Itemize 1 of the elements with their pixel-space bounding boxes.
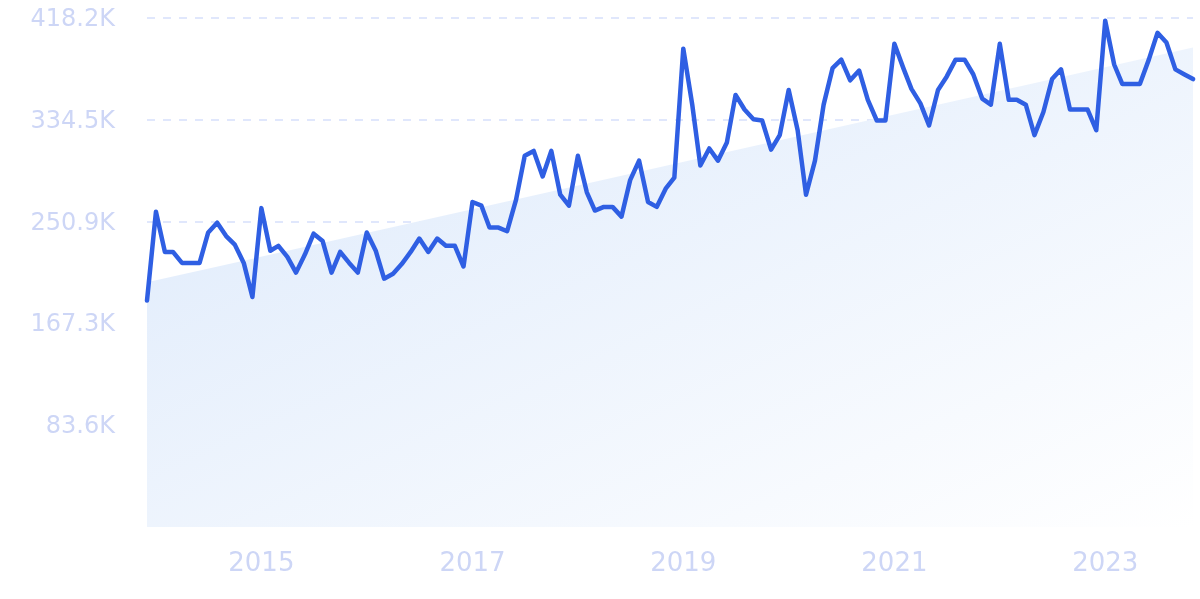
line-series bbox=[144, 18, 1196, 303]
